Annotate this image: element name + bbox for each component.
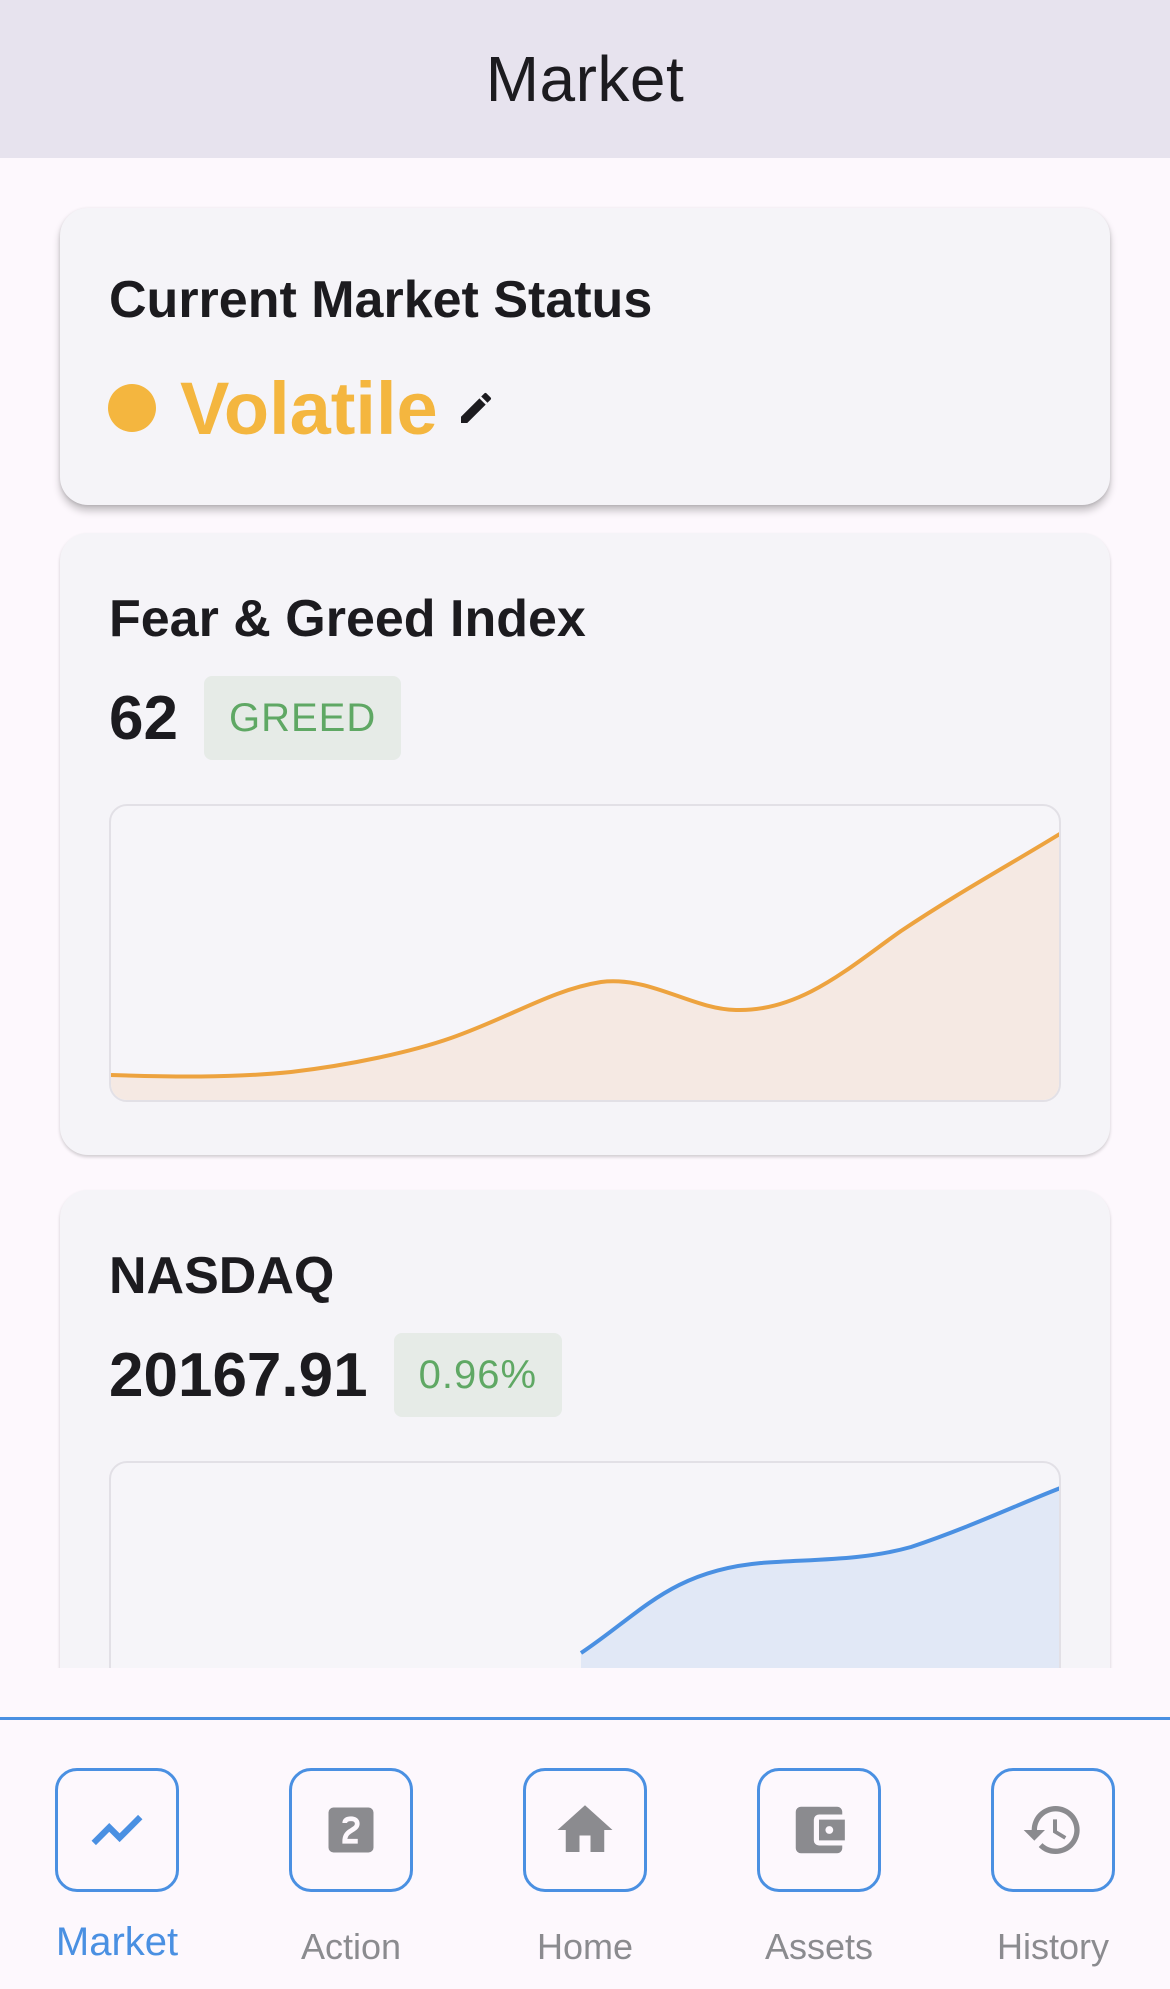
fear-greed-area	[111, 834, 1059, 1100]
nav-label-assets: Assets	[764, 1926, 874, 1967]
nasdaq-value-row: 20167.91 0.96%	[109, 1333, 563, 1417]
page-title: Market	[485, 43, 685, 115]
nav-item-assets[interactable]: Assets	[739, 1720, 899, 1989]
market-content[interactable]: Current Market Status Volatile Fear & Gr…	[0, 158, 1170, 1668]
nasdaq-card[interactable]: NASDAQ 20167.91 0.96%	[60, 1190, 1110, 1668]
nasdaq-change-badge: 0.96%	[393, 1333, 563, 1417]
nav-item-history[interactable]: History	[973, 1720, 1133, 1989]
nav-item-market[interactable]: Market	[37, 1720, 197, 1989]
market-status-card: Current Market Status Volatile	[60, 208, 1110, 505]
nasdaq-line	[579, 1486, 1059, 1655]
counter-2-icon	[328, 1807, 374, 1853]
history-icon	[1023, 1806, 1080, 1854]
market-status-value: Volatile	[180, 366, 438, 450]
nasdaq-chart	[109, 1461, 1061, 1668]
nav-icon-box-assets[interactable]	[757, 1768, 881, 1892]
market-status-row: Volatile	[108, 366, 498, 450]
nav-label-market: Market	[55, 1920, 179, 1964]
nav-icon-box-market[interactable]	[55, 1768, 179, 1892]
nasdaq-title: NASDAQ	[109, 1247, 335, 1305]
nav-icon-box-history[interactable]	[991, 1768, 1115, 1892]
wallet-icon	[795, 1806, 845, 1854]
fear-greed-title: Fear & Greed Index	[109, 590, 586, 648]
fear-greed-sparkline	[111, 832, 1059, 1100]
nasdaq-area	[581, 1488, 1059, 1668]
home-icon	[557, 1805, 613, 1852]
nasdaq-sparkline	[579, 1486, 1059, 1668]
nav-icon-box-action[interactable]	[289, 1768, 413, 1892]
bottom-navigation: Market Action Home Assets	[0, 1717, 1170, 1986]
nav-icon-box-home[interactable]	[523, 1768, 647, 1892]
fear-greed-value: 62	[109, 683, 178, 753]
fear-greed-value-row: 62 GREED	[109, 676, 402, 760]
fear-greed-card[interactable]: Fear & Greed Index 62 GREED	[60, 533, 1110, 1155]
nav-item-home[interactable]: Home	[505, 1720, 665, 1989]
nav-label-action: Action	[300, 1926, 402, 1967]
nasdaq-value: 20167.91	[109, 1340, 368, 1410]
app-bar: Market	[0, 0, 1170, 158]
nav-label-home: Home	[536, 1926, 634, 1967]
fear-greed-line	[111, 832, 1059, 1079]
nav-label-history: History	[996, 1926, 1109, 1967]
trending-up-icon	[91, 1814, 143, 1846]
fear-greed-badge: GREED	[203, 676, 402, 760]
market-status-title: Current Market Status	[109, 271, 653, 329]
nav-item-action[interactable]: Action	[271, 1720, 431, 1989]
fear-greed-chart	[109, 804, 1061, 1102]
circle-icon	[108, 384, 156, 432]
pencil-icon[interactable]	[454, 386, 498, 430]
